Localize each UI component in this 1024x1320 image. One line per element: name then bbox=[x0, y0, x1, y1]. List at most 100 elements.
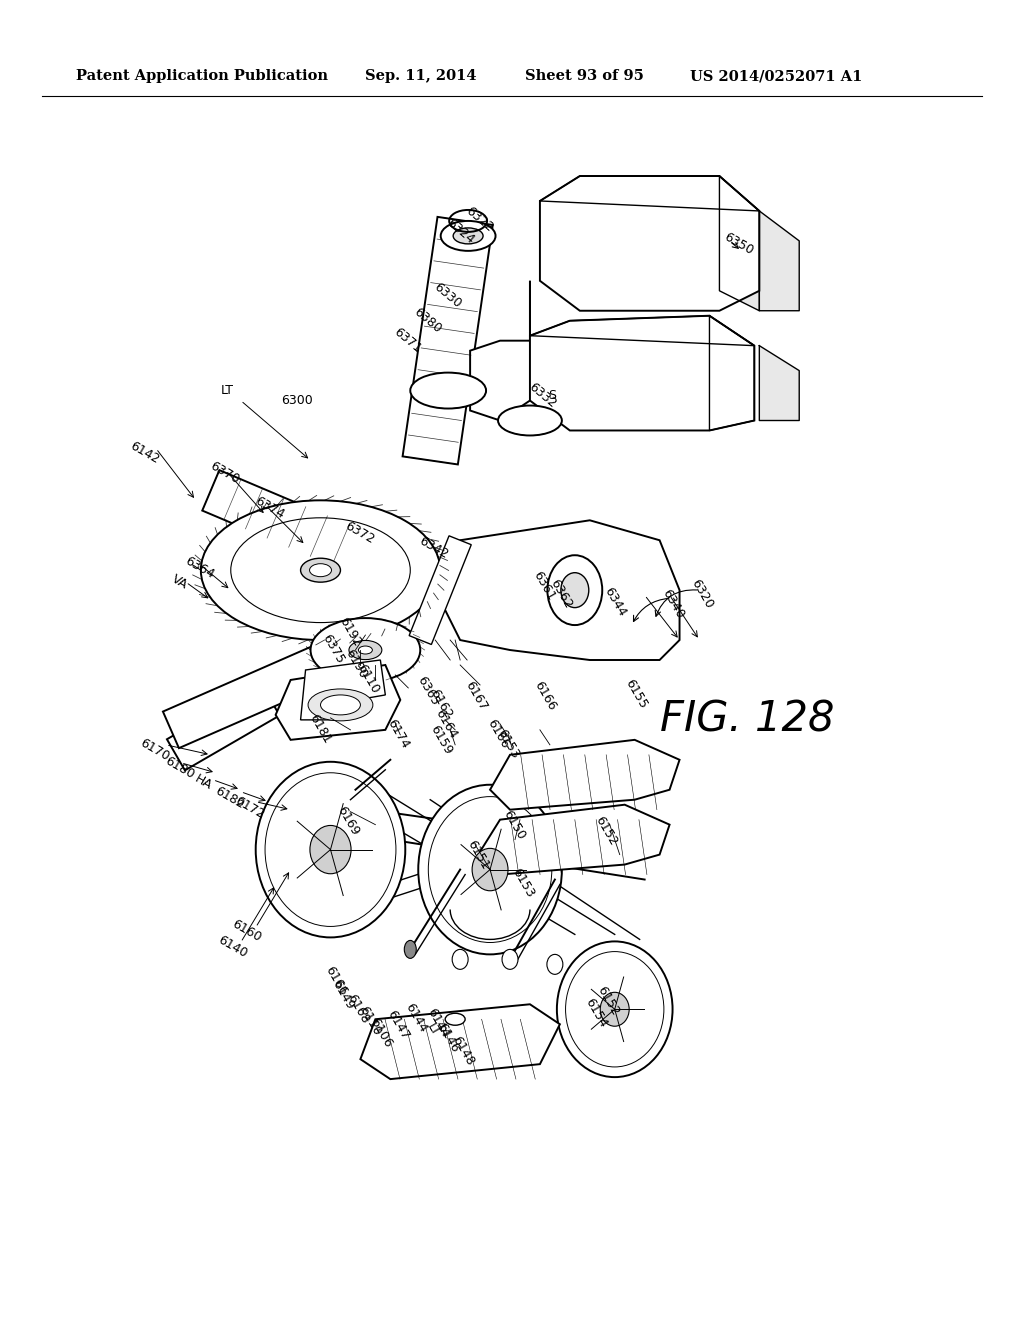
Text: 6110: 6110 bbox=[356, 1005, 384, 1038]
Polygon shape bbox=[163, 642, 339, 748]
Text: 6147: 6147 bbox=[385, 1008, 412, 1041]
Ellipse shape bbox=[557, 941, 673, 1077]
Text: 6370: 6370 bbox=[208, 459, 242, 487]
Text: 6380: 6380 bbox=[411, 306, 443, 337]
Polygon shape bbox=[720, 176, 760, 310]
Text: 6162: 6162 bbox=[428, 686, 455, 721]
Text: 6320: 6320 bbox=[689, 577, 716, 611]
Polygon shape bbox=[410, 536, 471, 644]
Ellipse shape bbox=[310, 618, 420, 682]
Text: 6322: 6322 bbox=[463, 205, 496, 234]
Text: 6181: 6181 bbox=[307, 711, 334, 746]
Text: LT: LT bbox=[221, 384, 233, 397]
Ellipse shape bbox=[411, 372, 486, 408]
Ellipse shape bbox=[548, 556, 602, 626]
Text: 6374: 6374 bbox=[253, 495, 287, 521]
Text: 6172: 6172 bbox=[232, 795, 266, 821]
Text: 6364: 6364 bbox=[182, 554, 216, 582]
Ellipse shape bbox=[309, 564, 332, 577]
Text: 6140: 6140 bbox=[215, 933, 250, 961]
Text: 6190: 6190 bbox=[343, 647, 370, 681]
Polygon shape bbox=[530, 315, 755, 430]
Text: 6144: 6144 bbox=[425, 1006, 452, 1040]
Text: 6144: 6144 bbox=[402, 1001, 430, 1035]
Text: LT: LT bbox=[425, 1020, 442, 1039]
Text: HA: HA bbox=[193, 772, 215, 792]
Ellipse shape bbox=[301, 558, 340, 582]
Text: 6192: 6192 bbox=[337, 615, 364, 648]
Polygon shape bbox=[540, 176, 760, 310]
Text: 6142: 6142 bbox=[128, 440, 162, 467]
Text: 6154: 6154 bbox=[583, 997, 609, 1030]
Text: 6332: 6332 bbox=[525, 380, 558, 411]
Ellipse shape bbox=[349, 640, 382, 660]
Text: Patent Application Publication: Patent Application Publication bbox=[76, 69, 328, 83]
Text: 6361: 6361 bbox=[530, 569, 557, 603]
Text: 6166: 6166 bbox=[323, 964, 350, 998]
Text: 6324: 6324 bbox=[444, 216, 476, 246]
Text: 6106: 6106 bbox=[368, 1016, 395, 1049]
Text: 6152: 6152 bbox=[592, 814, 620, 849]
Text: 6167: 6167 bbox=[463, 678, 489, 713]
Ellipse shape bbox=[321, 694, 360, 715]
Text: 6153: 6153 bbox=[495, 726, 521, 760]
Text: 6362: 6362 bbox=[547, 577, 574, 611]
Text: Sheet 93 of 95: Sheet 93 of 95 bbox=[525, 69, 644, 83]
Text: 6149: 6149 bbox=[330, 978, 356, 1012]
Text: 6160: 6160 bbox=[229, 917, 263, 945]
Ellipse shape bbox=[201, 500, 440, 640]
Ellipse shape bbox=[445, 1014, 465, 1026]
Ellipse shape bbox=[472, 849, 508, 891]
Text: 6153: 6153 bbox=[509, 866, 537, 900]
Text: 6110: 6110 bbox=[354, 661, 382, 696]
Ellipse shape bbox=[547, 954, 563, 974]
Ellipse shape bbox=[498, 405, 562, 436]
Ellipse shape bbox=[453, 949, 468, 969]
Text: FIG. 128: FIG. 128 bbox=[659, 698, 835, 741]
Text: 6148: 6148 bbox=[450, 1034, 476, 1068]
Ellipse shape bbox=[308, 689, 373, 721]
Ellipse shape bbox=[256, 762, 406, 937]
Ellipse shape bbox=[502, 949, 518, 969]
Text: 6166: 6166 bbox=[531, 678, 558, 713]
Polygon shape bbox=[710, 315, 755, 430]
Text: 6182: 6182 bbox=[213, 784, 247, 812]
Text: US 2014/0252071 A1: US 2014/0252071 A1 bbox=[689, 69, 862, 83]
Polygon shape bbox=[480, 805, 670, 875]
Polygon shape bbox=[540, 176, 760, 211]
Text: 6375: 6375 bbox=[319, 632, 347, 665]
Text: 6159: 6159 bbox=[428, 722, 455, 756]
Text: 6155: 6155 bbox=[622, 677, 649, 710]
Text: 6180: 6180 bbox=[163, 754, 197, 781]
Ellipse shape bbox=[561, 573, 589, 607]
Text: 6151: 6151 bbox=[465, 838, 492, 873]
Text: 6152: 6152 bbox=[594, 983, 622, 1018]
Ellipse shape bbox=[358, 645, 373, 653]
Ellipse shape bbox=[600, 993, 629, 1026]
Text: 6365: 6365 bbox=[415, 673, 441, 708]
Ellipse shape bbox=[454, 228, 483, 244]
Ellipse shape bbox=[440, 220, 496, 251]
Ellipse shape bbox=[504, 950, 516, 969]
Text: 6371: 6371 bbox=[391, 326, 424, 356]
Text: 6150: 6150 bbox=[501, 808, 527, 842]
Text: 6300: 6300 bbox=[281, 395, 312, 407]
Polygon shape bbox=[530, 315, 755, 346]
Ellipse shape bbox=[418, 784, 562, 954]
Text: 6372: 6372 bbox=[342, 520, 376, 546]
Text: 6169: 6169 bbox=[335, 804, 361, 838]
Text: 6168: 6168 bbox=[345, 993, 372, 1026]
Text: 6146: 6146 bbox=[434, 1020, 462, 1055]
Text: 6170: 6170 bbox=[138, 737, 172, 763]
Text: 6350: 6350 bbox=[721, 230, 755, 257]
Text: Sep. 11, 2014: Sep. 11, 2014 bbox=[366, 69, 477, 83]
Text: VA: VA bbox=[170, 573, 190, 591]
Text: 6340: 6340 bbox=[659, 587, 687, 620]
Text: 6164: 6164 bbox=[432, 706, 460, 741]
Polygon shape bbox=[402, 216, 493, 465]
Polygon shape bbox=[301, 660, 385, 719]
Ellipse shape bbox=[310, 825, 351, 874]
Text: 6342: 6342 bbox=[417, 535, 451, 561]
Polygon shape bbox=[470, 281, 530, 421]
Polygon shape bbox=[203, 470, 349, 565]
